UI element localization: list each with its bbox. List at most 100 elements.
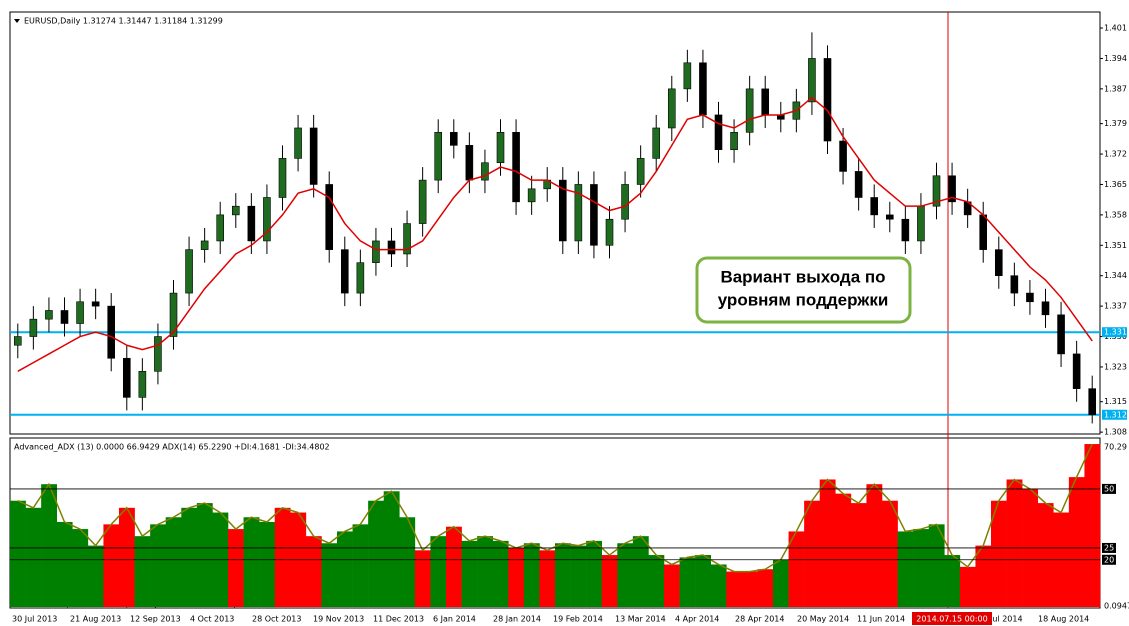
candle-body <box>870 197 879 216</box>
adx-bar <box>337 531 353 607</box>
adx-bar <box>975 545 992 607</box>
adx-bar <box>399 517 416 607</box>
y-tick-label: 0.0947 <box>1104 602 1129 611</box>
x-tick-label: 11 Dec 2013 <box>373 615 424 624</box>
candle-body <box>154 336 162 372</box>
candle-body <box>76 301 84 324</box>
candle-body <box>200 240 209 250</box>
moving-average <box>17 96 1093 372</box>
x-tick-label: 28 Apr 2014 <box>735 615 784 624</box>
candle-body <box>91 301 100 307</box>
candle-body <box>854 171 863 198</box>
y-tick-label: 1.351 <box>1104 241 1127 250</box>
adx-bar <box>679 557 696 607</box>
adx-bar <box>788 531 805 607</box>
candle-body <box>403 223 411 255</box>
y-tick-label: 1.337 <box>1104 302 1127 311</box>
adx-bar <box>757 569 774 607</box>
x-tick-label: 19 Feb 2014 <box>553 615 603 624</box>
x-tick-label: 19 Nov 2013 <box>313 615 364 624</box>
adx-bar <box>866 484 883 607</box>
adx-bar <box>1037 503 1054 607</box>
x-tick-label: 4 Apr 2014 <box>675 615 719 624</box>
candle-body <box>294 127 302 159</box>
candle-body <box>1010 275 1019 294</box>
y-tick-label: 1.323 <box>1104 362 1127 371</box>
candle-body <box>278 158 287 198</box>
candle-body <box>122 357 131 398</box>
adx-bar <box>305 536 322 607</box>
y-tick-label: 1.308 <box>1104 428 1127 437</box>
adx-bar <box>383 491 400 607</box>
candle-body <box>1088 388 1097 416</box>
candle-body <box>885 214 894 220</box>
x-tick-label: 11 Jun 2014 <box>857 615 905 624</box>
x-tick-label: 20 May 2014 <box>797 615 849 624</box>
candle-body <box>917 205 925 242</box>
candle-body <box>325 184 334 250</box>
symbol-menu[interactable] <box>14 19 20 23</box>
level-label-box <box>1102 542 1116 553</box>
adx-bar <box>601 555 618 607</box>
adx-bar <box>368 500 385 607</box>
adx-bar <box>617 543 634 607</box>
candle-body <box>60 310 69 324</box>
adx-bar <box>835 493 852 607</box>
y-tick-label: 1.344 <box>1104 271 1127 280</box>
adx-bar <box>741 571 758 607</box>
adx-bar <box>181 507 198 607</box>
candle-body <box>107 305 116 359</box>
adx-bar <box>726 571 743 607</box>
level-label: 1.312 <box>1104 410 1127 419</box>
candle-body <box>1026 292 1034 303</box>
adx-bar <box>414 550 431 607</box>
adx-bar <box>119 507 135 607</box>
adx-bar <box>1006 479 1023 607</box>
adx-bar <box>539 550 556 607</box>
adx-bar <box>56 521 73 607</box>
candle-body <box>605 218 614 246</box>
adx-bar <box>25 507 42 607</box>
adx-bar <box>928 524 945 607</box>
level-label-box <box>1102 327 1127 338</box>
candle-body <box>434 132 443 181</box>
candle-body <box>138 370 147 398</box>
candle-body <box>823 58 832 142</box>
adx-bar <box>913 529 930 607</box>
adx-bar <box>882 500 898 607</box>
candle-body <box>449 132 458 146</box>
adx-bar <box>41 484 58 607</box>
adx-bar <box>72 529 89 607</box>
candle-body <box>932 175 941 207</box>
y-tick-label: 1.379 <box>1104 119 1127 128</box>
indicator-title: Advanced_ADX (13) 0.0000 66.9429 ADX(14)… <box>14 443 330 452</box>
adx-bar <box>446 526 462 607</box>
candle-body <box>216 214 225 242</box>
y-tick-label: 1.365 <box>1104 180 1127 189</box>
adx-bar <box>430 536 447 607</box>
adx-bar <box>710 564 727 607</box>
level-label: 50 <box>1104 484 1114 493</box>
adx-bar <box>103 524 120 607</box>
x-tick-label: 28 Jan 2014 <box>493 615 541 624</box>
adx-bar <box>228 529 244 607</box>
candle-body <box>948 175 956 203</box>
candle-body <box>558 179 567 242</box>
candle-body <box>465 145 474 181</box>
candle-body <box>714 114 723 150</box>
adx-bar <box>196 503 213 607</box>
x-tick-label: 13 Mar 2014 <box>615 615 666 624</box>
y-tick-label: 1.401 <box>1104 24 1127 33</box>
level-label: 25 <box>1104 543 1114 552</box>
level-label-box <box>1102 409 1127 420</box>
candle-body <box>309 127 318 185</box>
adx-bar <box>991 500 1007 607</box>
candle-body <box>231 205 240 216</box>
x-tick-label: 30 Jul 2013 <box>12 615 57 624</box>
candle-body <box>683 62 692 90</box>
adx-bar <box>259 521 276 607</box>
cursor-label: 2014.07.15 00:00 <box>916 615 987 624</box>
candle-body <box>621 184 629 220</box>
candle-body <box>901 218 910 242</box>
